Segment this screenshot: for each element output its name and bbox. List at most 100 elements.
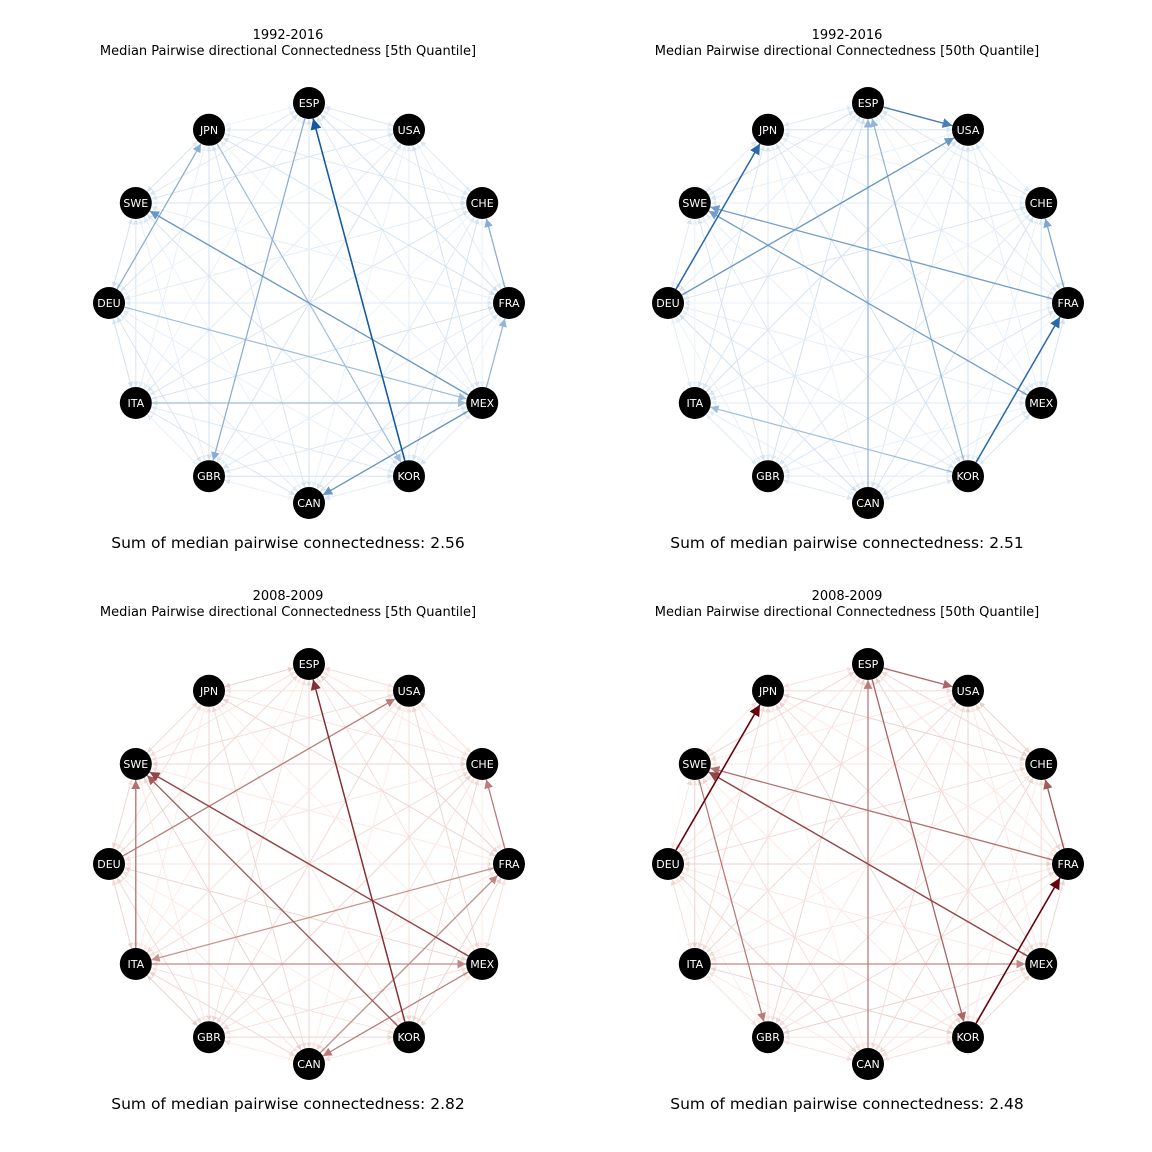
node-fra: FRA	[1052, 848, 1084, 880]
node-usa: USA	[952, 113, 984, 146]
node-circle	[852, 1048, 884, 1080]
network-graph: ESP USA CHE FRA MEX KOR CAN GBR ITA DEU SWE JPN	[652, 87, 1084, 519]
edge-ita-fra	[151, 305, 494, 400]
node-label: SWE	[123, 197, 148, 210]
node-usa: USA	[393, 674, 425, 707]
node-label: GBR	[197, 470, 221, 483]
edge-jpn-can	[212, 706, 307, 1049]
edge-fra-swe	[710, 205, 1053, 300]
edge-deu-kor	[681, 871, 955, 1030]
node-che: CHE	[466, 187, 499, 219]
node-label: ESP	[299, 97, 320, 110]
node-circle	[652, 287, 684, 319]
node-label: MEX	[1029, 397, 1053, 410]
edge-can-usa	[871, 145, 966, 488]
node-circle	[752, 460, 784, 493]
edge-kor-swe	[146, 774, 399, 1027]
node-label: MEX	[470, 958, 494, 971]
edge-kor-mex	[979, 975, 1031, 1027]
node-circle	[393, 1021, 425, 1054]
edge-swe-gbr	[139, 218, 207, 461]
node-gbr: GBR	[752, 460, 784, 493]
node-circle	[466, 387, 499, 419]
node-esp: ESP	[293, 87, 325, 119]
node-deu: DEU	[652, 287, 684, 319]
node-label: SWE	[123, 758, 148, 771]
node-label: ESP	[858, 97, 879, 110]
node-label: GBR	[756, 470, 780, 483]
edge-ita-can	[708, 971, 855, 1057]
edge-esp-gbr	[211, 118, 306, 461]
node-label: USA	[398, 124, 421, 137]
panel-title: Median Pairwise directional Connectednes…	[654, 605, 1040, 620]
edge-gbr-che	[220, 775, 472, 1027]
edge-ita-gbr	[146, 975, 198, 1027]
node-label: CHE	[1030, 197, 1053, 210]
edge-jpn-fra	[781, 698, 1055, 857]
edge-jpn-can	[771, 706, 866, 1049]
node-label: KOR	[957, 470, 980, 483]
node-circle	[293, 648, 325, 680]
edge-che-usa	[420, 701, 472, 753]
edge-che-usa	[420, 140, 472, 192]
node-esp: ESP	[852, 87, 884, 119]
edge-mex-can	[322, 410, 469, 496]
node-kor: KOR	[393, 460, 425, 493]
network-panel-1: 1992-2016 Median Pairwise directional Co…	[0, 0, 576, 576]
edge-deu-usa	[122, 698, 396, 857]
edge-swe-fra	[151, 206, 494, 301]
node-label: CAN	[297, 497, 320, 510]
node-label: KOR	[957, 1031, 980, 1044]
node-circle	[119, 748, 152, 780]
edge-can-usa	[312, 145, 407, 488]
node-label: USA	[398, 685, 421, 698]
edge-jpn-mex	[220, 140, 472, 392]
node-circle	[1025, 948, 1058, 980]
network-panel-3: 2008-2009 Median Pairwise directional Co…	[0, 561, 576, 1137]
edge-jpn-esp	[783, 666, 853, 688]
node-jpn: JPN	[193, 113, 225, 146]
node-label: KOR	[398, 470, 421, 483]
edge-ita-can	[149, 410, 296, 496]
network-panel-4: 2008-2009 Median Pairwise directional Co…	[559, 561, 1135, 1137]
sum-connectedness: Sum of median pairwise connectedness: 2.…	[111, 534, 465, 552]
node-swe: SWE	[678, 187, 711, 219]
node-circle	[193, 674, 225, 707]
edge-mex-swe	[708, 210, 1028, 396]
edge-mex-swe	[149, 771, 469, 957]
node-circle	[852, 87, 884, 119]
network-panel-2: 1992-2016 Median Pairwise directional Co…	[559, 0, 1135, 576]
node-label: JPN	[758, 124, 777, 137]
node-can: CAN	[852, 487, 884, 519]
edge-deu-gbr	[116, 316, 202, 463]
node-circle	[678, 948, 711, 980]
edge-deu-che	[683, 766, 1026, 861]
panel-title: Median Pairwise directional Connectednes…	[99, 44, 477, 59]
node-can: CAN	[852, 1048, 884, 1080]
node-circle	[493, 287, 525, 319]
edge-jpn-fra	[781, 137, 1055, 296]
sum-connectedness: Sum of median pairwise connectedness: 2.…	[111, 1095, 465, 1113]
edge-usa-esp	[324, 105, 394, 127]
edge-gbr-esp	[771, 118, 866, 461]
edge-deu-gbr	[675, 877, 761, 1024]
node-gbr: GBR	[752, 1021, 784, 1054]
edge-swe-kor	[146, 214, 398, 466]
edge-kor-esp	[310, 118, 406, 461]
edge-deu-mex	[124, 306, 467, 401]
panel-title: Median Pairwise directional Connectednes…	[99, 605, 477, 620]
node-label: ITA	[686, 397, 703, 410]
node-circle	[466, 948, 499, 980]
node-circle	[752, 674, 784, 707]
node-circle	[852, 648, 884, 680]
edge-deu-usa	[681, 137, 955, 296]
node-circle	[1052, 848, 1084, 880]
edge-che-usa	[979, 701, 1031, 753]
node-kor: KOR	[952, 460, 984, 493]
node-label: MEX	[1029, 958, 1053, 971]
node-ita: ITA	[119, 387, 152, 419]
node-circle	[393, 674, 425, 707]
node-circle	[466, 187, 499, 219]
edge-swe-deu	[670, 779, 692, 849]
edge-gbr-esp	[212, 679, 307, 1022]
